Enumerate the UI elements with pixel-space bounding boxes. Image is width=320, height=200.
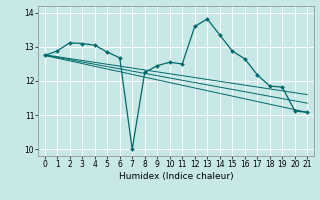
X-axis label: Humidex (Indice chaleur): Humidex (Indice chaleur)	[119, 172, 233, 181]
